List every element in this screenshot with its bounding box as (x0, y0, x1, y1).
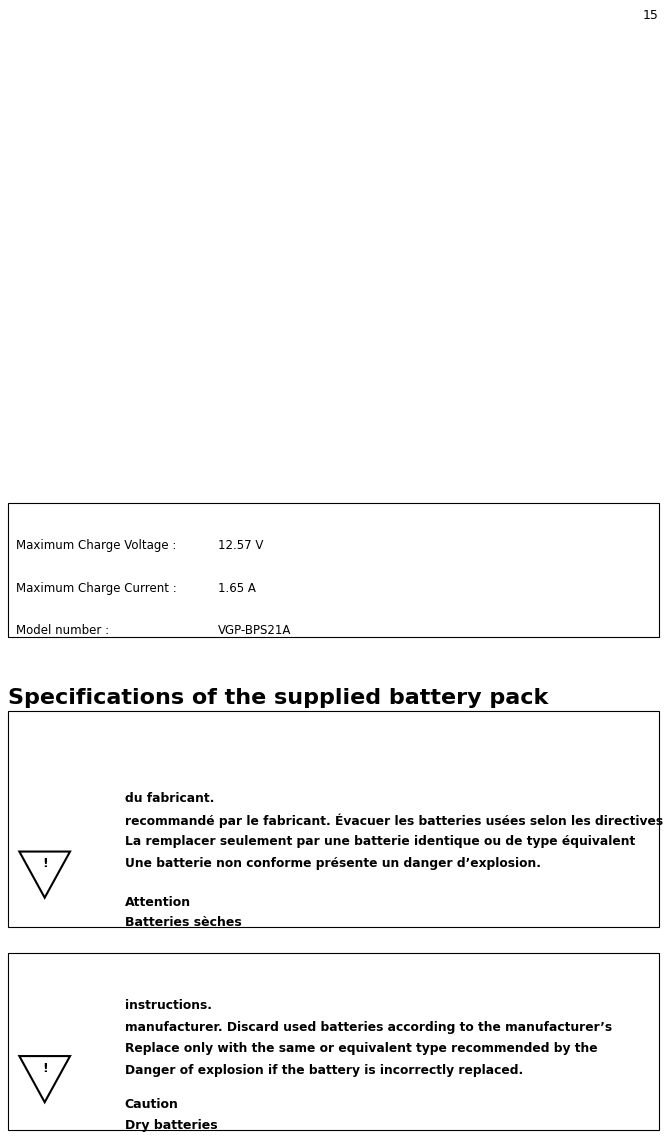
Text: 1.65 A: 1.65 A (218, 582, 256, 594)
Text: Specifications of the supplied battery pack: Specifications of the supplied battery p… (8, 688, 548, 709)
Text: Batteries sèches: Batteries sèches (125, 916, 241, 929)
Text: Attention: Attention (125, 896, 191, 908)
Text: Danger of explosion if the battery is incorrectly replaced.: Danger of explosion if the battery is in… (125, 1064, 523, 1077)
FancyBboxPatch shape (8, 711, 659, 927)
Text: VGP-BPS21A: VGP-BPS21A (218, 624, 291, 636)
Text: La remplacer seulement par une batterie identique ou de type équivalent: La remplacer seulement par une batterie … (125, 835, 635, 848)
Text: Dry batteries: Dry batteries (125, 1119, 217, 1131)
Text: Caution: Caution (125, 1098, 179, 1111)
Text: manufacturer. Discard used batteries according to the manufacturer’s: manufacturer. Discard used batteries acc… (125, 1021, 612, 1033)
FancyBboxPatch shape (8, 503, 659, 637)
Text: recommandé par le fabricant. Évacuer les batteries usées selon les directives: recommandé par le fabricant. Évacuer les… (125, 814, 663, 828)
Text: Replace only with the same or equivalent type recommended by the: Replace only with the same or equivalent… (125, 1042, 598, 1055)
Text: 15: 15 (643, 9, 659, 22)
Text: 12.57 V: 12.57 V (218, 539, 263, 552)
Text: Maximum Charge Current :: Maximum Charge Current : (16, 582, 177, 594)
Text: instructions.: instructions. (125, 999, 211, 1012)
Text: Model number :: Model number : (16, 624, 109, 636)
Text: !: ! (42, 1062, 47, 1075)
Text: !: ! (42, 857, 47, 871)
Text: du fabricant.: du fabricant. (125, 792, 214, 805)
Text: Une batterie non conforme présente un danger d’explosion.: Une batterie non conforme présente un da… (125, 857, 541, 869)
FancyBboxPatch shape (8, 953, 659, 1130)
Text: Maximum Charge Voltage :: Maximum Charge Voltage : (16, 539, 176, 552)
